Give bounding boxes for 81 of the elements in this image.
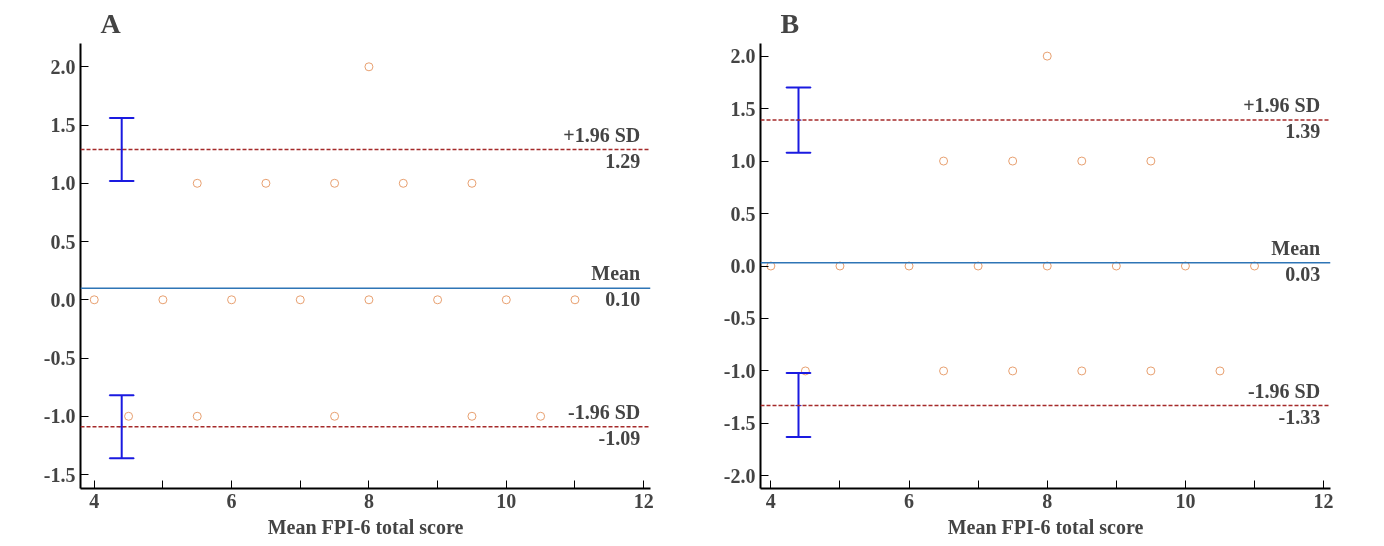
point xyxy=(939,366,949,376)
chart-title: B xyxy=(780,7,800,39)
y-tick-label: 0.0 xyxy=(50,288,76,311)
point xyxy=(501,295,511,305)
y-tick-label: 1.0 xyxy=(50,172,76,195)
x-tick-label: 4 xyxy=(89,489,100,512)
point xyxy=(973,261,983,271)
point xyxy=(1008,366,1018,376)
point xyxy=(904,261,914,271)
x-tick-label: 6 xyxy=(904,489,915,512)
annotation: 0.10 xyxy=(605,288,641,311)
annotation: 1.29 xyxy=(605,149,641,172)
x-tick-label: 12 xyxy=(1313,489,1334,512)
point xyxy=(158,295,168,305)
point xyxy=(364,295,374,305)
point xyxy=(261,178,271,188)
y-tick-label: -2.0 xyxy=(723,464,756,487)
point xyxy=(124,411,134,421)
point xyxy=(364,62,374,72)
x-tick-label: 4 xyxy=(765,489,776,512)
point xyxy=(89,295,99,305)
x-tick-label: 12 xyxy=(633,489,654,512)
point xyxy=(1111,261,1121,271)
ref-line-label: +1.96 SD xyxy=(1243,94,1321,117)
point xyxy=(800,366,810,376)
point xyxy=(1250,261,1259,271)
point xyxy=(398,178,408,188)
point xyxy=(330,411,340,421)
x-axis-title: Mean FPI-6 total score xyxy=(267,515,464,538)
point xyxy=(192,411,202,421)
point xyxy=(1146,156,1156,166)
point xyxy=(467,411,477,421)
x-tick-label: 10 xyxy=(1175,489,1196,512)
ref-line-label: Mean xyxy=(591,262,641,285)
y-tick-label: -0.5 xyxy=(723,307,756,330)
y-tick-label: 0.0 xyxy=(730,255,756,277)
x-tick-label: 8 xyxy=(363,489,374,512)
point xyxy=(1215,366,1225,376)
ref-line-label: +1.96 SD xyxy=(563,123,641,146)
y-tick-label: 0.5 xyxy=(730,202,756,225)
x-tick-label: 8 xyxy=(1042,489,1053,512)
chart-title: A xyxy=(100,7,122,39)
y-tick-label: -0.5 xyxy=(43,347,76,370)
point xyxy=(1042,51,1052,61)
x-tick-label: 6 xyxy=(226,489,237,512)
point xyxy=(1077,366,1087,376)
annotation: -1.33 xyxy=(1278,405,1321,428)
point xyxy=(835,261,845,271)
point xyxy=(330,178,340,188)
annotation: 1.39 xyxy=(1285,120,1321,143)
y-tick-label: 2.0 xyxy=(50,55,76,78)
point xyxy=(433,295,443,305)
y-tick-label: -1.0 xyxy=(43,405,76,428)
y-tick-label: 1.5 xyxy=(730,97,756,120)
y-tick-label: 2.0 xyxy=(730,45,756,68)
y-tick-label: -1.5 xyxy=(43,463,76,486)
point xyxy=(467,178,477,188)
point xyxy=(227,295,237,305)
x-tick-label: 10 xyxy=(496,489,517,512)
point xyxy=(295,295,305,305)
y-tick-label: 0.5 xyxy=(50,230,76,253)
y-tick-label: 1.0 xyxy=(730,150,756,173)
annotation: 0.03 xyxy=(1285,262,1321,285)
point xyxy=(1180,261,1190,271)
ref-line-label: -1.96 SD xyxy=(1247,379,1321,402)
point xyxy=(1146,366,1156,376)
y-tick-label: -1.0 xyxy=(723,359,756,382)
point xyxy=(570,295,580,305)
x-axis-title: Mean FPI-6 total score xyxy=(947,515,1144,538)
ref-line-label: -1.96 SD xyxy=(567,400,641,423)
point xyxy=(192,178,202,188)
point xyxy=(536,411,546,421)
annotation: -1.09 xyxy=(598,426,641,449)
y-tick-label: 1.5 xyxy=(50,114,76,137)
point xyxy=(1077,156,1087,166)
point xyxy=(1042,261,1052,271)
point xyxy=(766,261,776,271)
point xyxy=(939,156,949,166)
y-tick-label: -1.5 xyxy=(723,412,756,435)
ref-line-label: Mean xyxy=(1271,236,1321,259)
point xyxy=(1008,156,1018,166)
